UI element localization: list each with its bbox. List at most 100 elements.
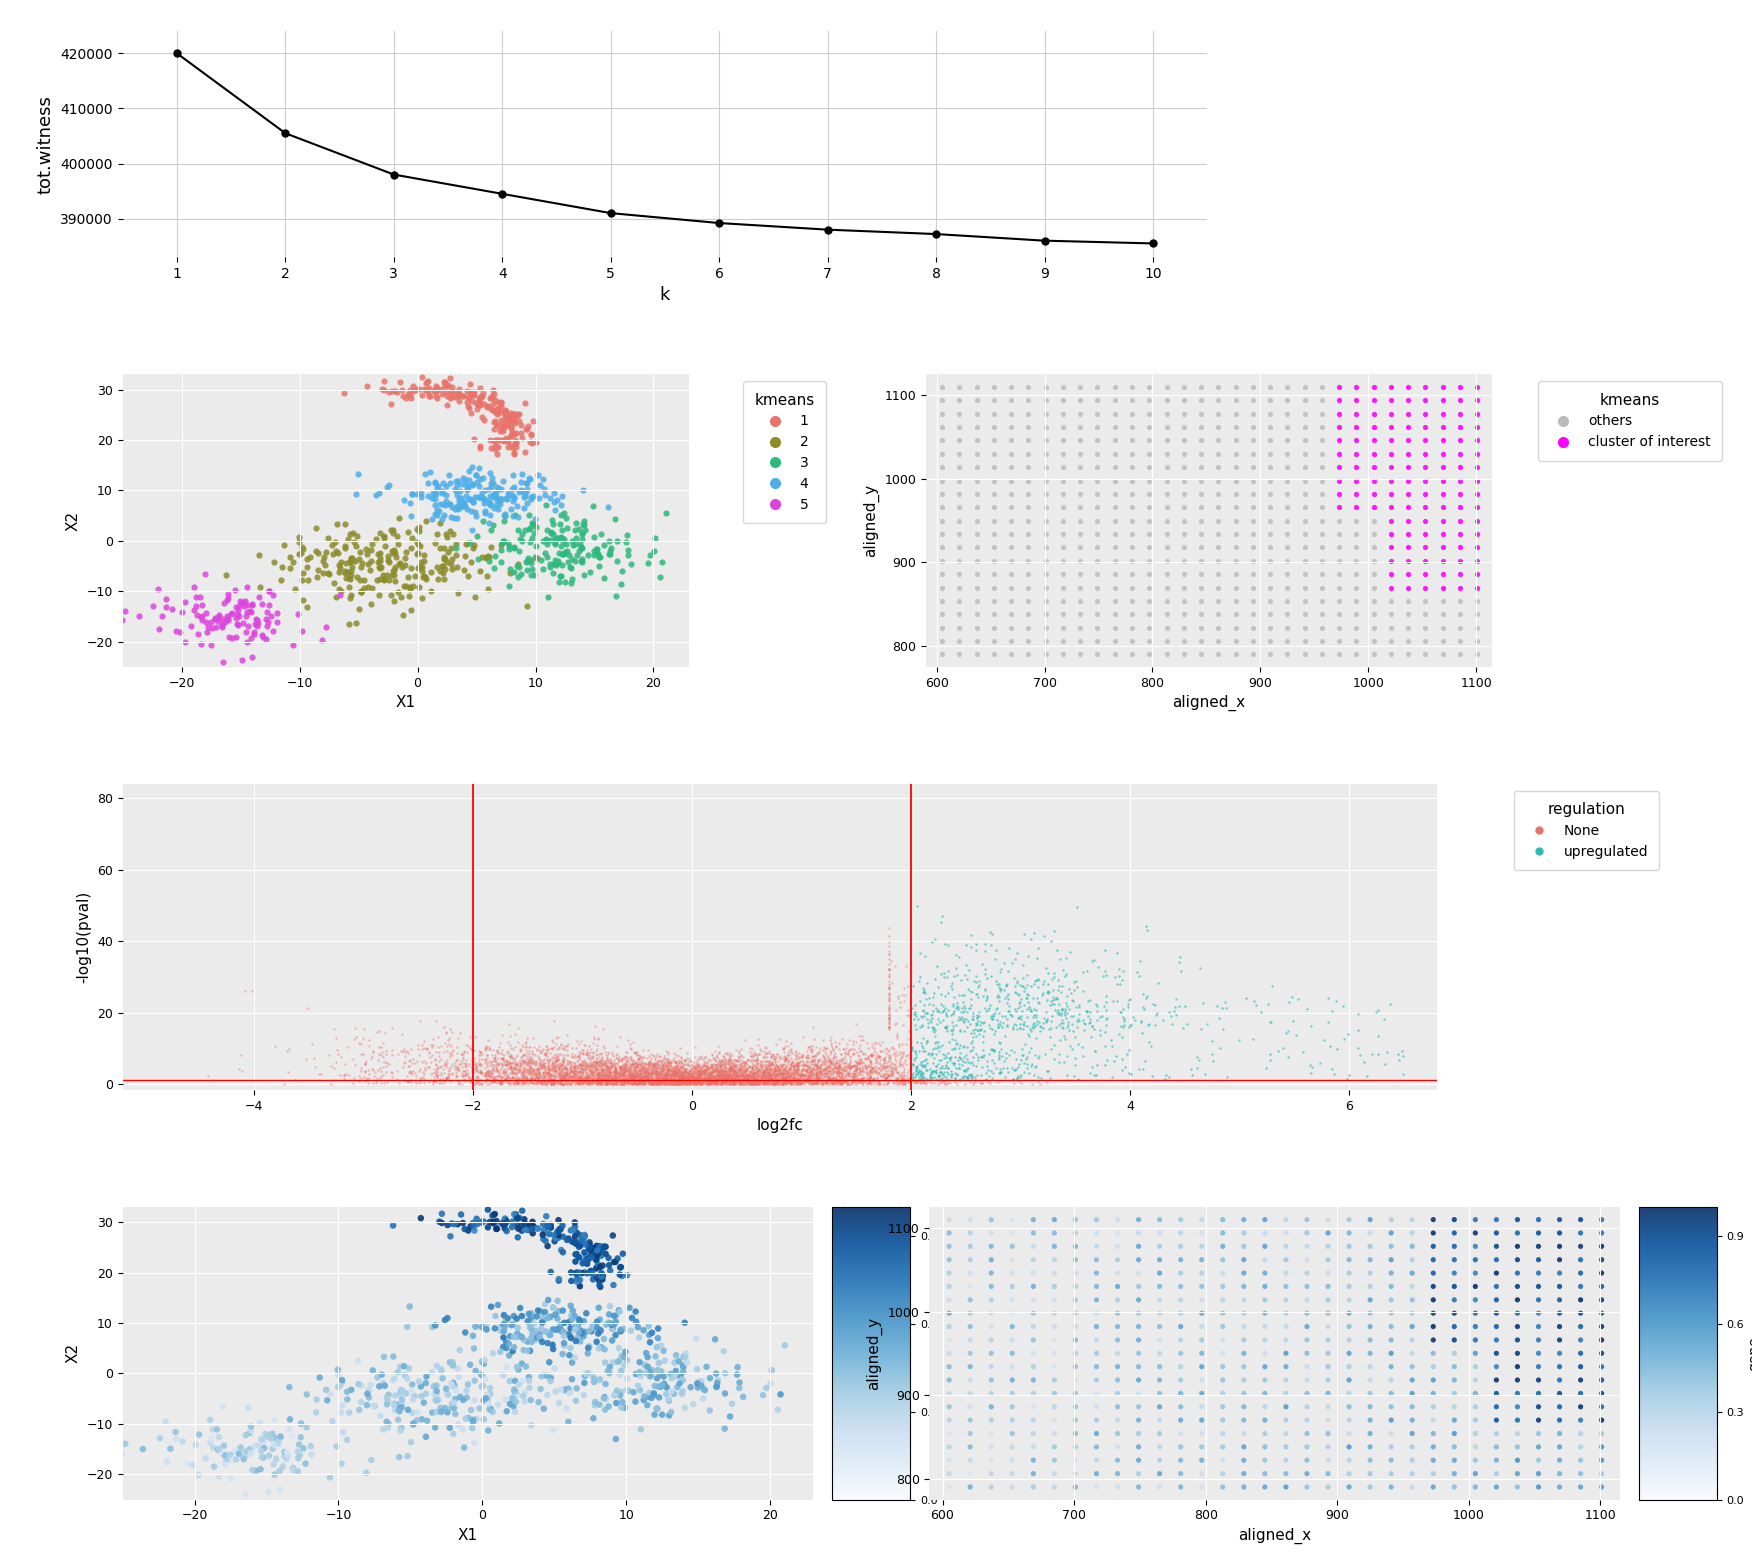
Point: [713, 1065, 741, 1090]
Point: [694, 1072, 722, 1097]
Point: [557, 1218, 585, 1243]
Point: [969, 984, 997, 1009]
Point: [832, 1070, 860, 1095]
Point: [1360, 548, 1388, 573]
Point: [683, 1059, 711, 1084]
Point: [589, 1064, 617, 1089]
Point: [801, 1068, 829, 1093]
Point: [547, 1378, 575, 1403]
Point: [781, 1045, 809, 1070]
Point: [755, 1067, 783, 1092]
Point: [433, 539, 461, 564]
Point: [599, 1050, 627, 1075]
Point: [724, 1068, 752, 1093]
Point: [841, 1059, 869, 1084]
Point: [901, 1068, 929, 1093]
Point: [767, 1054, 795, 1079]
Point: [946, 414, 974, 439]
Point: [825, 1031, 853, 1056]
Point: [1375, 992, 1403, 1017]
Point: [629, 1072, 657, 1097]
Point: [694, 1057, 722, 1082]
Point: [715, 1068, 743, 1093]
Point: [722, 1062, 750, 1087]
Point: [971, 976, 999, 1001]
Point: [519, 409, 547, 434]
Point: [1524, 1475, 1552, 1500]
Point: [673, 1061, 701, 1086]
Point: [454, 476, 482, 501]
Point: [978, 1460, 1006, 1485]
Point: [638, 1061, 666, 1086]
Point: [529, 1061, 557, 1086]
Point: [543, 1218, 571, 1243]
Point: [1113, 1042, 1141, 1067]
Point: [711, 1067, 739, 1092]
Point: [433, 380, 461, 405]
Point: [662, 1050, 690, 1075]
Point: [648, 1065, 676, 1090]
Point: [629, 1065, 657, 1090]
Point: [1587, 1448, 1615, 1473]
Point: [1049, 481, 1077, 506]
Point: [960, 1006, 988, 1031]
Point: [874, 987, 902, 1012]
Point: [1209, 1234, 1237, 1259]
Point: [492, 1050, 520, 1075]
Point: [590, 1057, 618, 1082]
Point: [459, 1070, 487, 1095]
Point: [625, 1061, 653, 1086]
Point: [459, 490, 487, 515]
Point: [802, 1043, 830, 1068]
Point: [512, 1211, 540, 1236]
Point: [934, 1070, 962, 1095]
Point: [573, 1053, 601, 1078]
Point: [820, 1045, 848, 1070]
Point: [713, 1065, 741, 1090]
Point: [456, 1067, 484, 1092]
Point: [874, 1009, 902, 1034]
Point: [643, 1059, 671, 1084]
Point: [548, 1065, 576, 1090]
Point: [468, 1072, 496, 1097]
Point: [746, 1059, 774, 1084]
Point: [673, 1070, 701, 1095]
Point: [536, 486, 564, 511]
Point: [478, 397, 506, 422]
Point: [787, 1072, 815, 1097]
Point: [186, 1421, 214, 1446]
Point: [717, 1067, 745, 1092]
Point: [752, 1062, 780, 1087]
Point: [631, 1064, 659, 1089]
Point: [638, 1062, 666, 1087]
Point: [717, 1067, 745, 1092]
Point: [922, 1054, 950, 1079]
Point: [1014, 428, 1042, 453]
Point: [520, 1064, 548, 1089]
Point: [592, 1062, 620, 1087]
Point: [655, 1389, 683, 1414]
Point: [669, 1067, 697, 1092]
Point: [792, 1053, 820, 1078]
Point: [583, 1234, 611, 1259]
Point: [732, 1062, 760, 1087]
Point: [434, 1382, 463, 1407]
Point: [680, 1067, 708, 1092]
Point: [625, 1359, 653, 1384]
Point: [708, 1068, 736, 1093]
Point: [1524, 1314, 1552, 1339]
Point: [771, 1062, 799, 1087]
Point: [946, 945, 974, 970]
Point: [1032, 481, 1060, 506]
Point: [571, 1065, 599, 1090]
Point: [629, 1070, 657, 1095]
Point: [1360, 442, 1388, 467]
Point: [1188, 534, 1216, 559]
Point: [815, 1059, 843, 1084]
Point: [597, 1067, 625, 1092]
Point: [708, 1053, 736, 1078]
Point: [757, 1064, 785, 1089]
Point: [575, 1065, 603, 1090]
Point: [592, 1371, 620, 1396]
Point: [466, 1396, 494, 1421]
